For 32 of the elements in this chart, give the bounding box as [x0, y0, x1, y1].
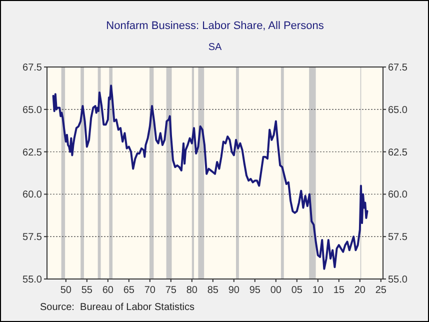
y-tick-label: 55.0 [22, 274, 42, 286]
y2-tick-label: 67.5 [388, 62, 408, 74]
y-tick-label: 62.5 [22, 147, 42, 158]
y-tick-label: 57.5 [22, 232, 42, 244]
x-tick-label: 00 [270, 285, 282, 296]
x-tick-label: 25 [375, 285, 387, 296]
line-series [52, 84, 368, 270]
y-tick-label: 67.5 [22, 62, 42, 74]
x-tick-label: 90 [228, 285, 240, 296]
x-tick-label: 65 [123, 285, 135, 296]
x-tick-label: 80 [186, 285, 198, 296]
x-tick-label: 50 [60, 285, 72, 296]
x-tick-label: 05 [291, 285, 303, 296]
x-tick-label: 70 [144, 285, 156, 296]
x-tick-label: 15 [333, 285, 345, 296]
y2-tick-label: 62.5 [388, 147, 408, 158]
x-tick-label: 75 [165, 285, 177, 296]
y2-tick-label: 57.5 [388, 232, 408, 244]
x-tick-label: 55 [81, 285, 93, 296]
y2-tick-label: 60.0 [388, 190, 408, 201]
y-tick-label: 65.0 [22, 104, 42, 116]
y-tick-label: 60.0 [22, 190, 42, 201]
chart-title: Nonfarm Business: Labor Share, All Persons [106, 20, 324, 32]
x-tick-label: 95 [249, 285, 261, 296]
x-tick-label: 20 [354, 285, 366, 296]
y2-tick-label: 65.0 [388, 104, 408, 116]
chart-subtitle: SA [208, 42, 222, 53]
x-tick-label: 10 [312, 285, 324, 296]
y2-tick-label: 55.0 [388, 274, 408, 286]
x-tick-label: 85 [207, 285, 219, 296]
x-tick-label: 60 [102, 285, 114, 296]
source-note: Source: Bureau of Labor Statistics [40, 302, 195, 313]
